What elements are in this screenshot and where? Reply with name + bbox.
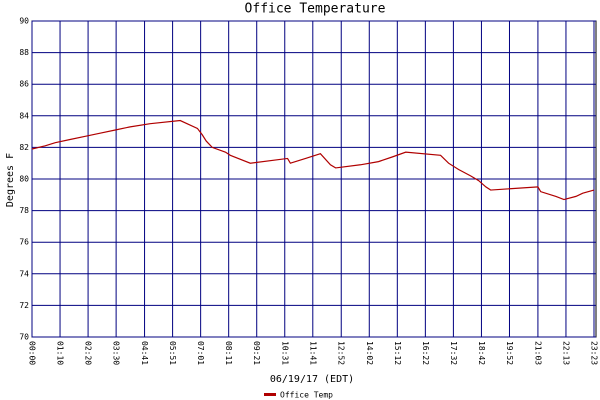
x-tick-label: 23:23 [589, 341, 598, 365]
y-tick-label: 76 [19, 238, 29, 247]
y-tick-label: 88 [19, 48, 29, 57]
y-tick-label: 70 [19, 333, 29, 342]
x-tick-label: 22:13 [561, 341, 570, 365]
x-tick-label: 09:21 [252, 341, 261, 365]
data-line [31, 119, 595, 201]
y-tick-label: 82 [19, 143, 29, 152]
x-tick-label: 16:22 [421, 341, 430, 365]
x-tick-label: 12:52 [337, 341, 346, 365]
x-tick-label: 10:31 [280, 341, 289, 365]
y-tick-label: 90 [19, 17, 29, 26]
x-tick-label: 00:00 [28, 341, 37, 365]
chart-title: Office Temperature [245, 2, 386, 17]
x-tick-label: 03:30 [112, 341, 121, 365]
x-tick-label: 01:10 [56, 341, 65, 365]
x-tick-label: 14:02 [365, 341, 374, 365]
x-tick-label: 19:52 [505, 341, 514, 365]
legend-label: Office Temp [280, 391, 333, 400]
y-tick-label: 78 [19, 206, 29, 215]
x-tick-label: 02:20 [84, 341, 93, 365]
x-tick-label: 05:51 [168, 341, 177, 365]
y-axis-label: Degrees F [5, 153, 16, 207]
x-axis-label: 06/19/17 (EDT) [270, 374, 354, 385]
legend-swatch [264, 393, 276, 396]
x-tick-label: 07:01 [196, 341, 205, 365]
x-tick-label: 17:32 [449, 341, 458, 365]
x-tick-label: 08:11 [224, 341, 233, 365]
y-tick-label: 86 [19, 80, 29, 89]
x-tick-label: 15:12 [393, 341, 402, 365]
x-tick-label: 21:03 [533, 341, 542, 365]
y-tick-label: 84 [19, 111, 29, 120]
y-tick-label: 72 [19, 301, 29, 310]
y-tick-label: 74 [19, 269, 29, 278]
x-tick-label: 11:41 [308, 341, 317, 365]
x-tick-label: 18:42 [477, 341, 486, 365]
y-tick-label: 80 [19, 175, 29, 184]
x-tick-label: 04:41 [140, 341, 149, 365]
